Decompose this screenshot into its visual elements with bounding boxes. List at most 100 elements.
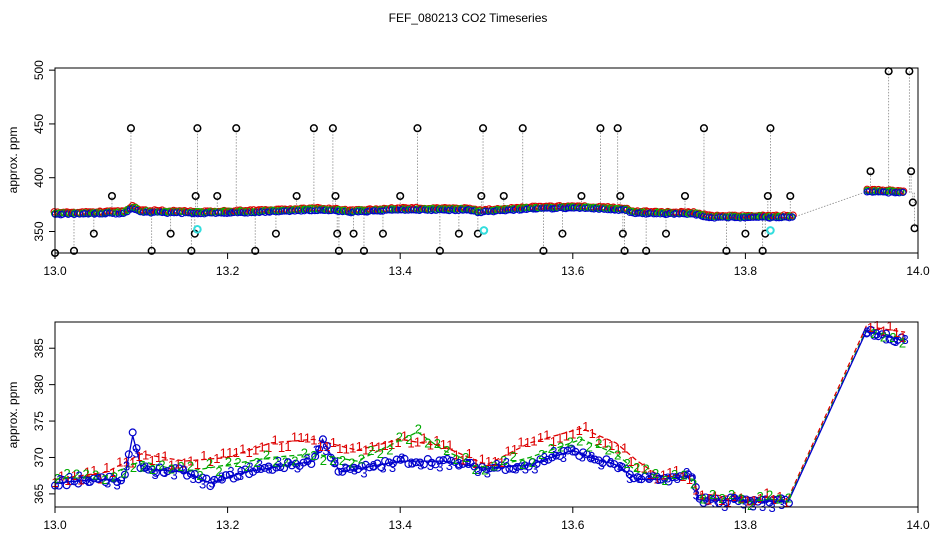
series-marker-2: 2	[177, 459, 184, 474]
series-marker-3: 3	[892, 334, 899, 349]
top-data-point	[181, 209, 190, 217]
series-marker-1: 1	[265, 440, 272, 455]
outlier-point	[907, 167, 916, 176]
series-marker-2: 2	[424, 436, 431, 451]
series-marker-3: 3	[360, 465, 367, 480]
series-point-3	[750, 496, 759, 505]
series-marker-2: 2	[453, 452, 460, 467]
series-marker-3: 3	[417, 458, 424, 473]
series-point-3	[540, 457, 549, 466]
series-marker-3: 3	[275, 454, 282, 469]
series-marker-1: 1	[213, 451, 220, 466]
outlier-point	[147, 246, 156, 255]
series-point-3	[458, 459, 467, 468]
series-marker-2: 2	[491, 458, 498, 473]
series-marker-2: 2	[206, 456, 213, 471]
series-marker-1: 1	[873, 318, 880, 333]
series-marker-1: 1	[647, 467, 654, 482]
series-marker-1: 1	[640, 460, 647, 475]
series-marker-3: 3	[436, 459, 443, 474]
series-point-3	[404, 459, 413, 468]
series-point-3	[120, 470, 129, 479]
series-point-3	[93, 474, 102, 483]
series-point-3	[443, 454, 452, 463]
series-marker-1: 1	[608, 438, 615, 453]
series-point-3	[528, 458, 537, 467]
series-point-3	[633, 473, 642, 482]
series-marker-2: 2	[139, 459, 146, 474]
outlier-point	[866, 167, 875, 176]
series-marker-2: 2	[130, 460, 137, 475]
series-marker-2: 2	[301, 446, 308, 461]
outlier-point	[69, 246, 79, 255]
series-marker-3: 3	[503, 455, 510, 470]
series-point-3	[485, 464, 494, 473]
series-marker-1: 1	[893, 325, 900, 340]
series-point-3	[513, 463, 522, 472]
series-marker-2: 2	[510, 449, 517, 464]
series-marker-3: 3	[636, 471, 643, 486]
series-marker-1: 1	[867, 320, 874, 335]
outlier-point	[680, 191, 690, 201]
series-marker-2: 2	[339, 453, 346, 468]
series-marker-1: 1	[886, 318, 893, 333]
series-point-3	[757, 495, 766, 504]
series-marker-3: 3	[645, 470, 652, 485]
series-marker-3: 3	[104, 476, 111, 491]
series-point-3	[334, 467, 343, 476]
series-marker-3: 3	[370, 458, 377, 473]
outlier-point	[722, 246, 731, 255]
series-marker-1: 1	[653, 471, 660, 486]
series-marker-1: 1	[595, 433, 602, 448]
series-line-1	[54, 325, 906, 499]
series-marker-2: 2	[282, 455, 289, 470]
series-marker-3: 3	[484, 465, 491, 480]
series-point-3	[718, 495, 727, 504]
outlier-point	[478, 124, 488, 133]
series-marker-1: 1	[459, 452, 466, 467]
outlier-point	[333, 229, 342, 238]
series-marker-1: 1	[582, 419, 589, 434]
series-marker-1: 1	[466, 446, 473, 461]
series-marker-2: 2	[889, 330, 896, 345]
top-x-tick-label: 13.6	[561, 264, 585, 278]
top-x-tick-label: 13.8	[734, 264, 758, 278]
series-point-3	[439, 456, 448, 465]
series-marker-2: 2	[605, 442, 612, 457]
series-marker-2: 2	[576, 433, 583, 448]
series-marker-3: 3	[151, 467, 158, 482]
series-marker-3: 3	[95, 471, 102, 486]
series-point-3	[233, 472, 242, 481]
series-marker-1: 1	[420, 431, 427, 446]
series-marker-3: 3	[522, 461, 529, 476]
series-point-3	[159, 468, 168, 477]
series-marker-1: 1	[271, 432, 278, 447]
series-marker-1: 1	[712, 488, 719, 503]
series-marker-1: 1	[407, 436, 414, 451]
bottom-x-tick-label: 13.6	[561, 518, 585, 532]
series-marker-1: 1	[537, 430, 544, 445]
series-marker-2: 2	[529, 455, 536, 470]
series-marker-1: 1	[414, 434, 421, 449]
series-point-3	[520, 461, 529, 470]
series-marker-1: 1	[194, 457, 201, 472]
bottom-y-tick-label: 370	[32, 447, 46, 467]
series-marker-3: 3	[617, 459, 624, 474]
series-marker-1: 1	[97, 472, 104, 487]
series-point-3	[462, 458, 471, 467]
outlier-point	[349, 229, 358, 238]
series-marker-1: 1	[207, 454, 214, 469]
series-marker-2: 2	[880, 329, 887, 344]
series-marker-1: 1	[200, 448, 207, 463]
outlier-point	[786, 191, 795, 201]
series-point-3	[532, 459, 541, 468]
bottom-panel: 1 1 1 1 11 111 11 1 1 1 1 1 1 11 1 1 1 11 1 1 1 1 1 1 1 1 1 11 1 11 1 1…	[6, 318, 930, 532]
top-x-tick-label: 14.0	[906, 264, 930, 278]
series-marker-2: 2	[775, 491, 782, 506]
series-marker-1: 1	[699, 487, 706, 502]
series-point-3	[326, 453, 335, 462]
series-marker-3: 3	[674, 471, 681, 486]
series-marker-2: 2	[766, 488, 773, 503]
series-marker-1: 1	[110, 465, 117, 480]
top-data-point	[167, 208, 176, 217]
